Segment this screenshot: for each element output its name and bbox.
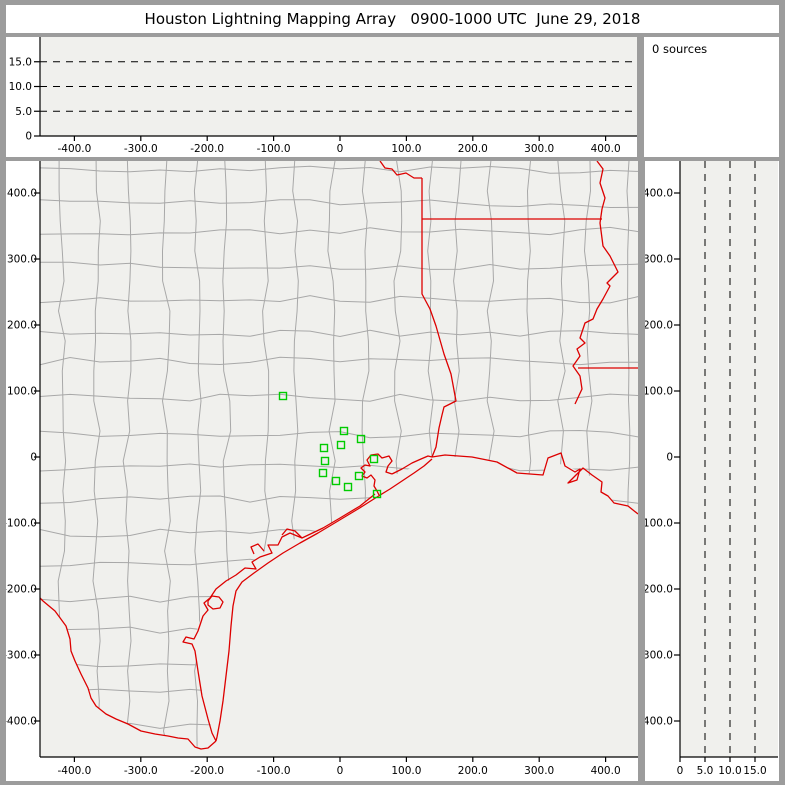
county-line xyxy=(92,161,101,749)
x-tick-label: 15.0 xyxy=(743,765,766,777)
county-line xyxy=(122,161,132,749)
x-tick-label: 100.0 xyxy=(391,765,421,777)
x-tick-label: -300.0 xyxy=(124,143,158,155)
la-coast-border xyxy=(431,452,638,515)
y-tick-label: 0 xyxy=(666,452,673,464)
station-marker xyxy=(278,391,288,401)
county-line xyxy=(40,356,638,366)
county-line xyxy=(40,261,638,270)
altitude-right-plot-area[interactable] xyxy=(680,161,778,757)
san-antonio-bay-border xyxy=(250,543,265,555)
state-borders-and-coastline xyxy=(39,161,638,750)
y-tick-label: -100.0 xyxy=(645,518,673,530)
galveston-bay-border xyxy=(360,453,393,496)
matagorda-bay-border xyxy=(281,528,303,539)
y-tick-label: 200.0 xyxy=(7,320,37,332)
plan-view-plot-area[interactable] xyxy=(40,161,638,757)
x-tick-label: -400.0 xyxy=(57,143,91,155)
altitude-top-plot[interactable]: 15.0 10.0 5.0 0 -400.0 -300.0 -200.0 -100.0 0 100… xyxy=(6,37,637,157)
plan-view-map-panel: 400.0 300.0 200.0 100.0 0 -100.0 -200.0 -300.0 -… xyxy=(6,161,638,781)
lma-stations xyxy=(278,391,382,499)
galveston-island-border xyxy=(376,458,433,498)
rio-grande-border xyxy=(39,597,217,750)
y-tick-label: 400.0 xyxy=(7,188,37,200)
county-line xyxy=(40,199,638,209)
y-tick-label: 0 xyxy=(25,131,32,143)
x-tick-label: -400.0 xyxy=(57,765,91,777)
station-marker xyxy=(318,468,328,478)
station-marker xyxy=(369,454,379,464)
station-marker xyxy=(339,426,349,436)
barrier-islands-border xyxy=(215,496,378,742)
sources-count-panel: 0 sources xyxy=(644,37,779,157)
x-tick-label: 400.0 xyxy=(591,765,621,777)
county-line xyxy=(161,161,171,749)
altitude-vs-distance-top-panel: 15.0 10.0 5.0 0 -400.0 -300.0 -200.0 -100.0 0 100… xyxy=(6,37,637,157)
y-tick-label: 100.0 xyxy=(7,386,37,398)
red-river-border xyxy=(379,161,422,179)
x-tick-label: -100.0 xyxy=(257,765,291,777)
y-tick-label: 300.0 xyxy=(7,254,37,266)
x-tick-label: -100.0 xyxy=(257,143,291,155)
county-line xyxy=(40,393,638,402)
plan-view-map-plot[interactable]: 400.0 300.0 200.0 100.0 0 -100.0 -200.0 -300.0 -… xyxy=(6,161,638,781)
y-tick-label: 300.0 xyxy=(645,254,673,266)
window-title: Houston Lightning Mapping Array 0900-100… xyxy=(144,10,641,28)
x-tick-label: 0 xyxy=(337,143,344,155)
x-tick-label: 200.0 xyxy=(458,143,488,155)
y-tick-label: 400.0 xyxy=(645,188,673,200)
y-tick-label: -300.0 xyxy=(6,650,37,662)
y-tick-label: -400.0 xyxy=(645,716,673,728)
station-marker xyxy=(372,489,382,499)
x-tick-label: 0 xyxy=(677,765,684,777)
tx-la-border-border xyxy=(421,178,457,458)
y-tick-label: 5.0 xyxy=(15,106,32,118)
y-tick-label: -300.0 xyxy=(645,650,673,662)
x-tick-label: -200.0 xyxy=(190,765,224,777)
tx-coast-mainland-border xyxy=(182,493,376,742)
altitude-right-plot[interactable]: 400.0 300.0 200.0 100.0 0 -100.0 -200.0 -300.0 -… xyxy=(645,161,779,781)
x-tick-label: 5.0 xyxy=(697,765,714,777)
county-line xyxy=(40,463,638,472)
y-tick-label: -100.0 xyxy=(6,518,37,530)
y-tick-label: 200.0 xyxy=(645,320,673,332)
station-marker xyxy=(356,434,366,444)
sources-count-label: 0 sources xyxy=(652,42,708,56)
y-tick-label: 100.0 xyxy=(645,386,673,398)
x-tick-label: 300.0 xyxy=(524,143,554,155)
station-marker xyxy=(320,456,330,466)
x-tick-label: 400.0 xyxy=(591,143,621,155)
x-tick-label: 10.0 xyxy=(718,765,741,777)
y-tick-label: 15.0 xyxy=(9,56,32,68)
mississippi-river-border xyxy=(572,161,619,405)
x-tick-label: -200.0 xyxy=(190,143,224,155)
county-line xyxy=(40,329,638,338)
altitude-vs-distance-right-panel: 400.0 300.0 200.0 100.0 0 -100.0 -200.0 -300.0 -… xyxy=(645,161,779,781)
station-marker xyxy=(354,471,364,481)
x-tick-label: 100.0 xyxy=(391,143,421,155)
x-tick-label: 0 xyxy=(337,765,344,777)
station-marker xyxy=(319,443,329,453)
station-marker xyxy=(331,476,341,486)
title-bar: Houston Lightning Mapping Array 0900-100… xyxy=(6,5,779,33)
county-line xyxy=(40,226,638,236)
county-line xyxy=(40,295,638,304)
station-marker xyxy=(336,440,346,450)
x-tick-label: 200.0 xyxy=(458,765,488,777)
y-tick-label: -400.0 xyxy=(6,716,37,728)
y-tick-label: -200.0 xyxy=(6,584,37,596)
y-tick-label: -200.0 xyxy=(645,584,673,596)
x-tick-label: -300.0 xyxy=(124,765,158,777)
station-marker xyxy=(343,482,353,492)
county-line xyxy=(40,165,638,174)
y-tick-label: 10.0 xyxy=(9,81,32,93)
corpus-bay-border xyxy=(207,595,224,610)
bolivar-peninsula-border xyxy=(391,455,433,475)
y-tick-label: 0 xyxy=(30,452,37,464)
x-tick-label: 300.0 xyxy=(524,765,554,777)
